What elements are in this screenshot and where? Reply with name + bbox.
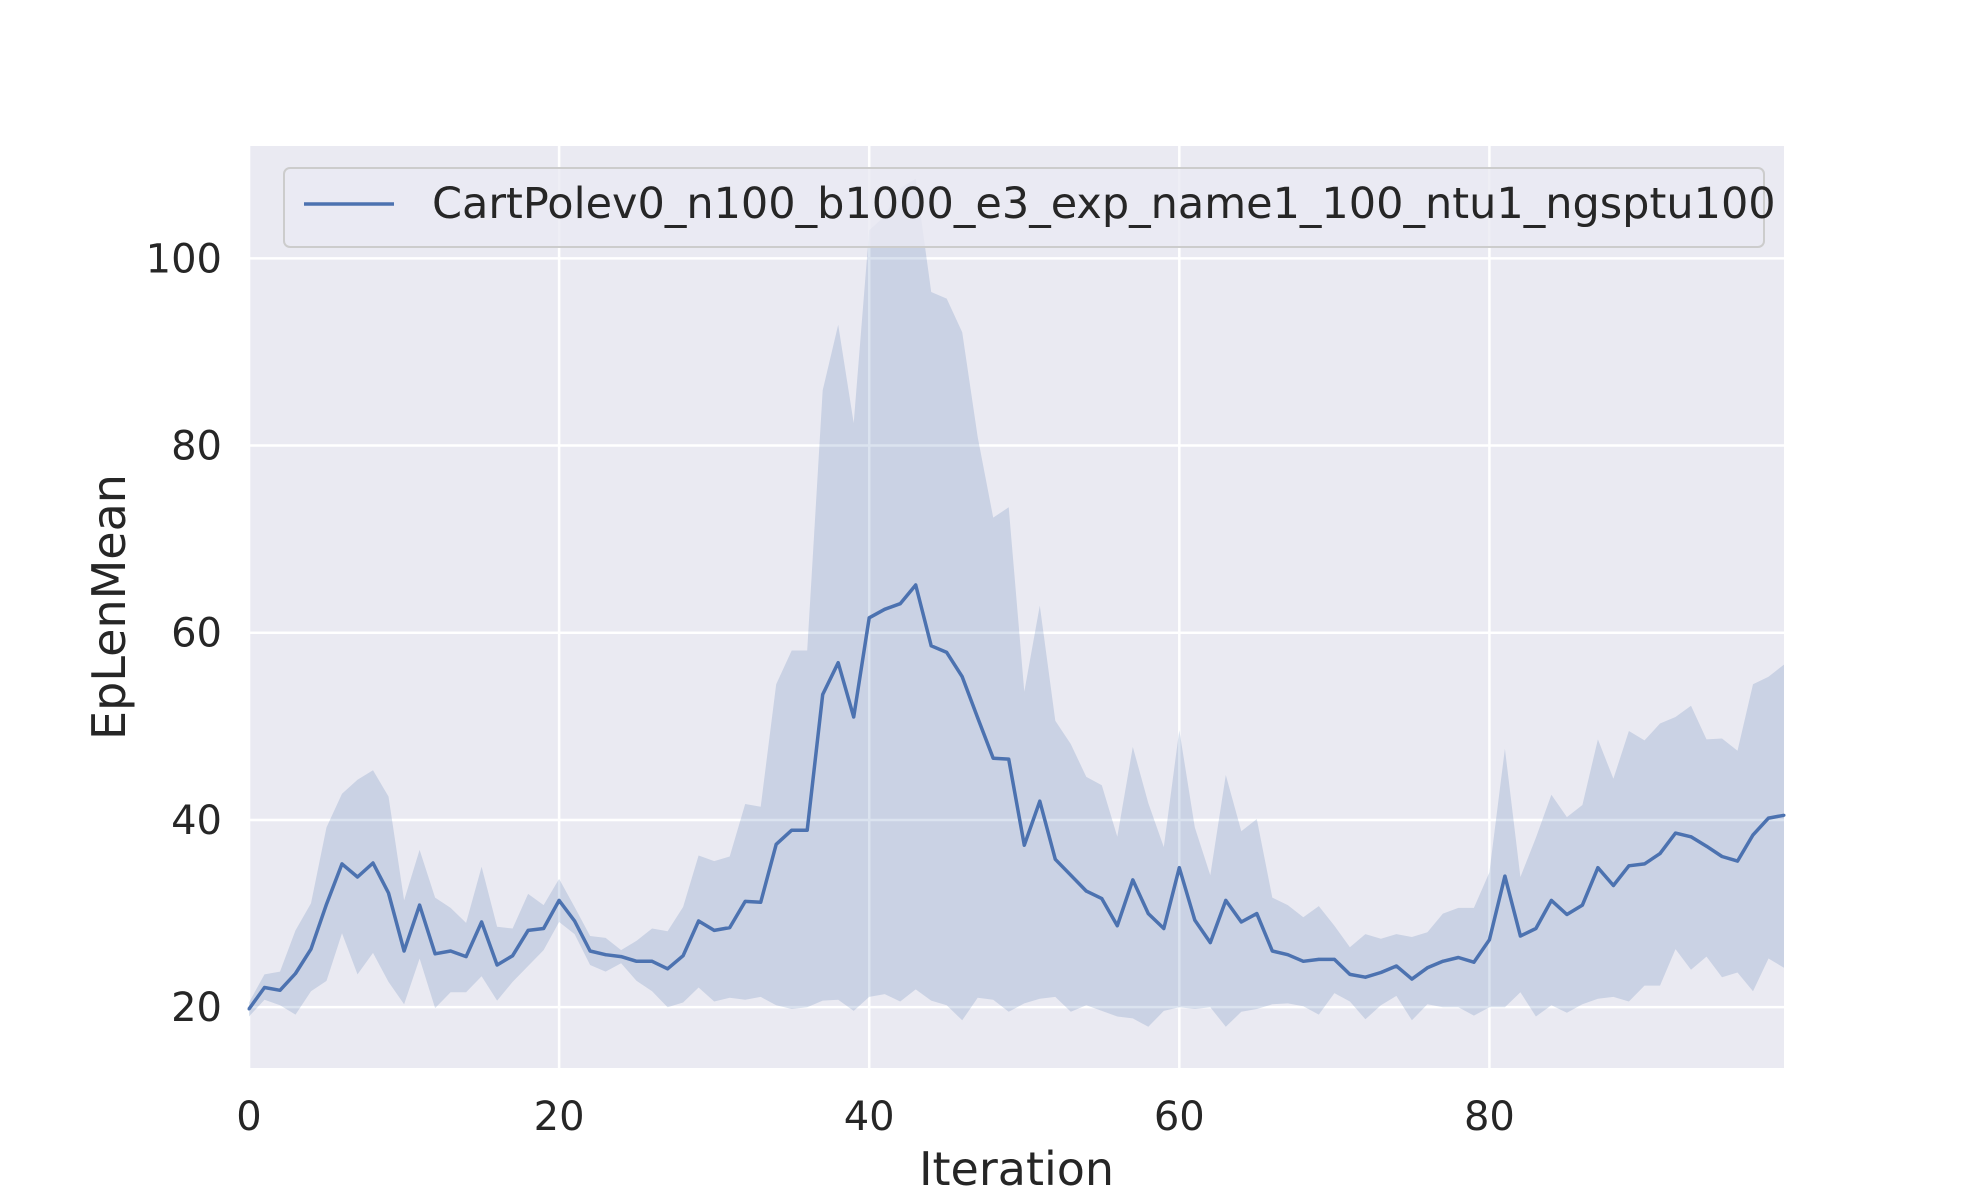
x-tick-label: 60 <box>1154 1094 1205 1140</box>
legend-frame <box>283 167 1765 248</box>
confidence-band <box>249 178 1784 1027</box>
y-tick-label: 20 <box>171 985 222 1031</box>
y-tick-label: 60 <box>171 611 222 657</box>
y-tick-label: 80 <box>171 424 222 470</box>
y-tick-label: 100 <box>146 236 222 282</box>
plot-background <box>249 146 1784 1068</box>
x-tick-label: 20 <box>534 1094 585 1140</box>
series-line <box>247 583 1785 1011</box>
x-tick-label: 0 <box>236 1094 261 1140</box>
x-axis-label: Iteration <box>919 1142 1114 1196</box>
x-tick-label: 40 <box>844 1094 895 1140</box>
y-axis-label: EpLenMean <box>82 474 136 740</box>
x-tick-labels: 0 20 40 60 80 <box>236 1094 1515 1140</box>
legend-label: CartPolev0_n100_b1000_e3_exp_name1_100_n… <box>432 179 1776 229</box>
grid-lines <box>247 146 1784 1068</box>
y-tick-labels: 20 40 60 80 100 <box>146 236 222 1031</box>
y-tick-label: 40 <box>171 798 222 844</box>
legend: CartPolev0_n100_b1000_e3_exp_name1_100_n… <box>283 167 1776 248</box>
x-tick-label: 80 <box>1464 1094 1515 1140</box>
